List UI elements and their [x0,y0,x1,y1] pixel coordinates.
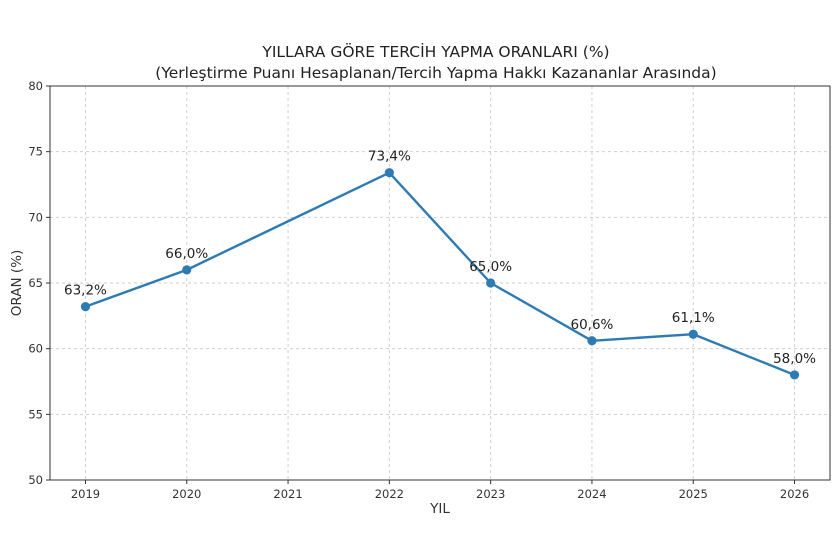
data-point [789,370,800,380]
x-tick-label: 2025 [679,487,708,501]
x-tick-label: 2026 [780,487,809,501]
data-labels: 63,2% 66,0% 73,4% 65,0% 60,6% 61,1% 58,0% [64,149,816,367]
data-label: 63,2% [64,283,107,299]
y-tick-label: 70 [28,210,43,224]
y-axis-ticks: 50 55 60 65 70 75 80 [28,79,50,487]
x-tick-label: 2020 [172,487,201,501]
y-tick-label: 65 [28,276,43,290]
series-line [85,171,795,377]
data-label: 66,0% [165,246,208,262]
x-axis-label: YIL [429,501,450,517]
x-tick-label: 2024 [577,487,606,501]
data-label: 65,0% [469,259,512,275]
y-axis-label: ORAN (%) [9,250,25,316]
x-tick-label: 2023 [476,487,505,501]
chart-title: YILLARA GÖRE TERCİH YAPMA ORANLARI (%) [261,42,609,61]
x-tick-label: 2021 [273,487,302,501]
data-label: 61,1% [672,310,715,326]
y-tick-label: 75 [28,145,43,159]
grid [50,85,830,481]
x-tick-label: 2019 [71,487,100,501]
data-label: 73,4% [368,149,411,165]
data-point [587,336,597,346]
chart-subtitle: (Yerleştirme Puanı Hesaplanan/Tercih Yap… [155,64,716,82]
y-tick-label: 50 [28,473,43,487]
y-tick-label: 80 [28,79,43,93]
data-point [486,278,496,288]
data-point [182,265,192,275]
y-tick-label: 60 [28,342,43,356]
x-axis-ticks: 2019 2020 2021 2022 2023 2024 2025 2026 [71,480,809,501]
data-point [80,302,91,312]
y-tick-label: 55 [28,407,43,421]
data-label: 58,0% [773,351,816,367]
data-point [384,168,394,178]
series [80,168,800,380]
data-point [688,329,698,339]
data-label: 60,6% [571,317,614,333]
x-tick-label: 2022 [375,487,404,501]
